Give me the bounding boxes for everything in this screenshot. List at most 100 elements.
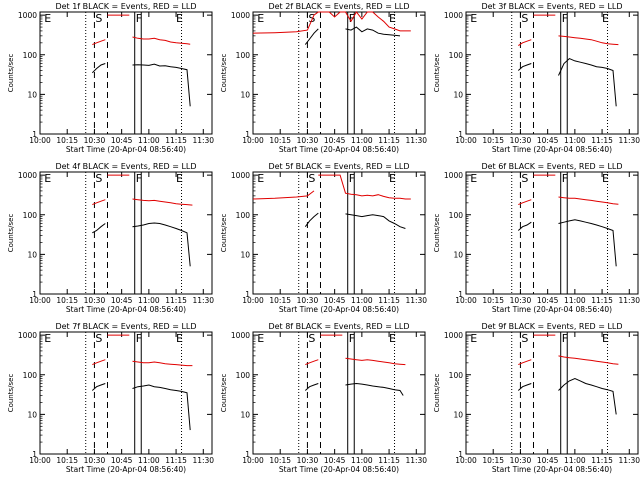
plot-frame <box>465 11 639 135</box>
events-series-line <box>558 58 617 107</box>
marker-label-f: F <box>349 332 355 345</box>
detector-panel: Det 6f BLACK = Events, RED = LLD 1 10 100 10… <box>433 162 640 314</box>
y-tick-label: 100 <box>236 51 251 60</box>
plot-frame <box>465 171 639 295</box>
events-series-line <box>558 378 617 415</box>
plot-frame <box>252 331 426 455</box>
panel-title: Det 7f BLACK = Events, RED = LLD <box>55 322 196 331</box>
x-axis-label: Start Time (20-Apr-04 08:56:40) <box>66 305 186 314</box>
panel-title: Det 9f BLACK = Events, RED = LLD <box>481 322 622 331</box>
y-tick-label: 1000 <box>231 11 250 20</box>
x-tick-label: 11:00 <box>564 296 586 305</box>
marker-label-f: F <box>136 332 142 345</box>
y-axis-label: Counts/sec <box>433 214 441 253</box>
lld-series-line <box>92 199 106 206</box>
x-tick-label: 11:00 <box>138 296 160 305</box>
x-tick-label: 10:45 <box>537 136 559 145</box>
events-series-line <box>304 28 319 45</box>
x-tick-label: 10:15 <box>56 296 78 305</box>
x-tick-label: 11:00 <box>351 136 373 145</box>
y-tick-label: 1 <box>458 290 463 299</box>
events-series-line <box>132 384 191 431</box>
x-tick-label: 11:30 <box>192 456 214 465</box>
panel-title: Det 1f BLACK = Events, RED = LLD <box>55 2 196 11</box>
x-axis-label: Start Time (20-Apr-04 08:56:40) <box>66 145 186 154</box>
x-tick-label: 10:30 <box>84 296 106 305</box>
x-tick-label: 11:15 <box>591 456 613 465</box>
lld-series-line <box>518 199 532 206</box>
marker-label-s: S <box>521 172 528 185</box>
lld-series-line <box>132 36 191 45</box>
y-tick-label: 10 <box>240 250 250 259</box>
x-tick-label: 10:15 <box>269 456 291 465</box>
marker-label-e2: E <box>176 332 183 345</box>
x-tick-label: 10:00 <box>455 456 477 465</box>
x-tick-label: 10:00 <box>455 136 477 145</box>
x-axis-label: Start Time (20-Apr-04 08:56:40) <box>279 305 399 314</box>
marker-label-e2: E <box>602 12 609 25</box>
marker-label-s: S <box>95 332 102 345</box>
marker-label-e1: E <box>44 172 51 185</box>
events-series-line <box>517 383 532 391</box>
y-axis-label: Counts/sec <box>433 374 441 413</box>
x-tick-label: 10:30 <box>510 456 532 465</box>
x-tick-label: 11:00 <box>138 456 160 465</box>
x-axis-label: Start Time (20-Apr-04 08:56:40) <box>492 145 612 154</box>
x-axis-label: Start Time (20-Apr-04 08:56:40) <box>66 465 186 474</box>
y-tick-label: 1000 <box>444 11 463 20</box>
y-tick-label: 10 <box>453 250 463 259</box>
y-tick-label: 10 <box>240 90 250 99</box>
marker-label-f: F <box>562 332 568 345</box>
lld-series-line <box>132 198 193 206</box>
y-tick-label: 100 <box>23 211 38 220</box>
y-tick-label: 100 <box>236 211 251 220</box>
y-tick-label: 1 <box>458 450 463 459</box>
marker-label-s: S <box>95 172 102 185</box>
x-tick-label: 11:15 <box>591 296 613 305</box>
marker-label-s: S <box>521 12 528 25</box>
marker-label-e1: E <box>257 12 264 25</box>
x-tick-label: 10:00 <box>242 296 264 305</box>
marker-label-e1: E <box>257 332 264 345</box>
x-tick-label: 10:30 <box>84 456 106 465</box>
events-series-line <box>345 26 401 37</box>
x-tick-label: 10:00 <box>242 456 264 465</box>
detector-panel: Det 1f BLACK = Events, RED = LLD 1 10 100 10… <box>7 2 214 154</box>
x-tick-label: 11:30 <box>618 136 640 145</box>
lld-series-line <box>345 357 406 366</box>
marker-label-f: F <box>562 12 568 25</box>
x-tick-label: 11:00 <box>351 456 373 465</box>
events-series-line <box>558 219 617 267</box>
x-tick-label: 10:30 <box>510 296 532 305</box>
x-tick-label: 11:00 <box>351 296 373 305</box>
lld-series-line <box>318 174 411 200</box>
marker-label-s: S <box>308 12 315 25</box>
x-tick-label: 10:30 <box>84 136 106 145</box>
x-tick-label: 11:00 <box>564 456 586 465</box>
events-series-line <box>92 223 106 234</box>
x-tick-label: 10:45 <box>537 456 559 465</box>
y-axis-label: Counts/sec <box>7 374 15 413</box>
x-tick-label: 10:15 <box>482 296 504 305</box>
y-axis-label: Counts/sec <box>433 54 441 93</box>
y-axis-label: Counts/sec <box>7 54 15 93</box>
marker-label-f: F <box>562 172 568 185</box>
x-tick-label: 10:15 <box>56 136 78 145</box>
x-tick-label: 10:15 <box>482 456 504 465</box>
y-tick-label: 100 <box>23 371 38 380</box>
x-tick-label: 10:15 <box>56 456 78 465</box>
y-tick-label: 100 <box>236 371 251 380</box>
lld-series-line <box>518 39 532 47</box>
y-tick-label: 1000 <box>444 171 463 180</box>
y-tick-label: 10 <box>453 90 463 99</box>
y-tick-label: 100 <box>23 51 38 60</box>
x-tick-label: 10:45 <box>324 136 346 145</box>
plot-frame <box>39 331 213 455</box>
panel-title: Det 3f BLACK = Events, RED = LLD <box>481 2 622 11</box>
marker-label-e1: E <box>470 332 477 345</box>
x-tick-label: 10:00 <box>29 296 51 305</box>
y-axis-label: Counts/sec <box>220 374 228 413</box>
x-tick-label: 11:30 <box>405 136 427 145</box>
x-tick-label: 11:15 <box>378 136 400 145</box>
plot-frame <box>252 171 426 295</box>
